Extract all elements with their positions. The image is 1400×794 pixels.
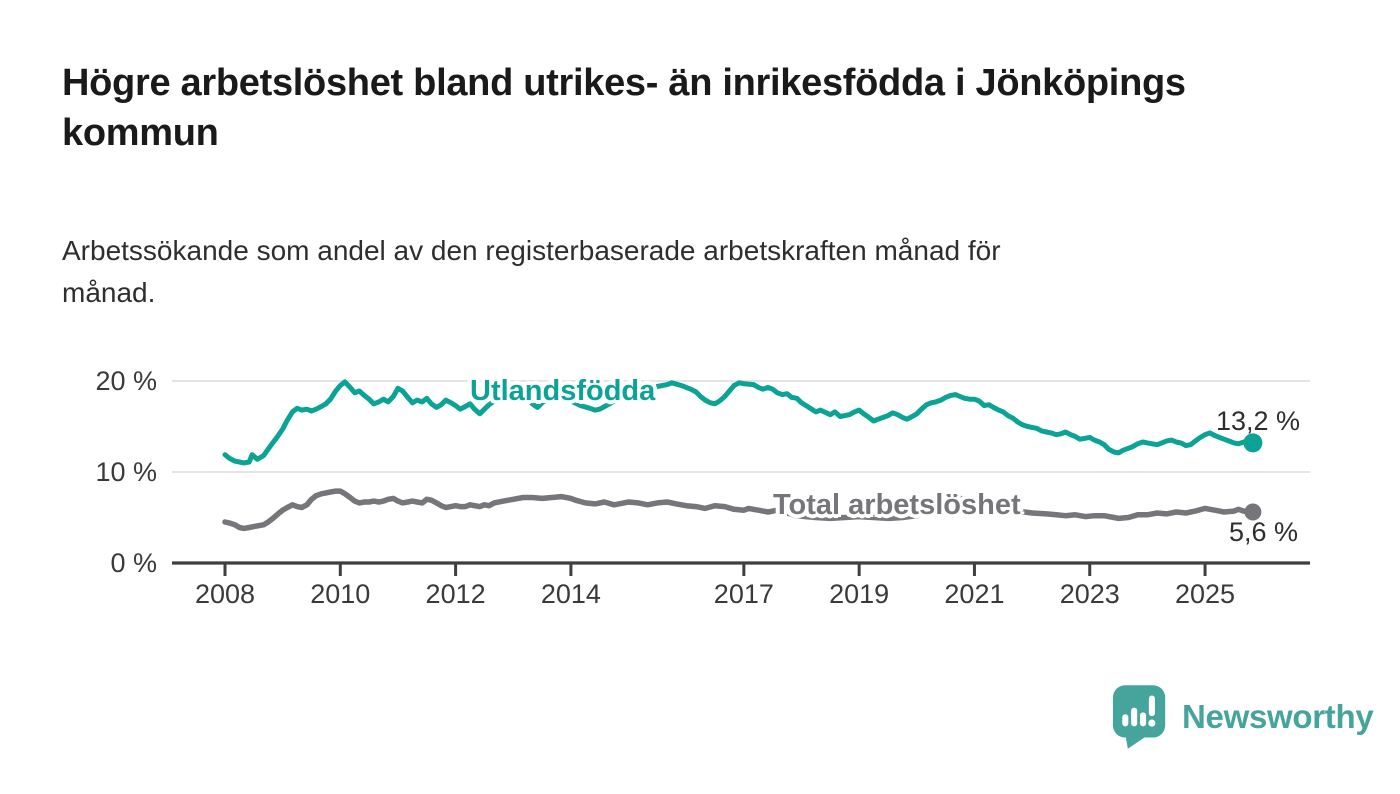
series-label-utlandsfodda: Utlandsfödda xyxy=(470,375,656,407)
newsworthy-brand-text: Newsworthy xyxy=(1182,698,1374,735)
series-endpoint-dot xyxy=(1243,433,1263,453)
y-axis-tick-label: 10 % xyxy=(95,457,157,487)
x-axis-tick-label: 2023 xyxy=(1060,579,1120,609)
axes xyxy=(172,561,1310,576)
series-line-total-arbetsloshet xyxy=(222,488,1256,532)
series-label-total-arbetsloshet: Total arbetslöshet xyxy=(773,489,1021,521)
series-lines xyxy=(222,379,1256,532)
series-endpoint-dots xyxy=(1243,433,1263,521)
chart-subtitle: Arbetssökande som andel av den registerb… xyxy=(62,235,1001,308)
y-axis-tick-label: 0 % xyxy=(110,548,157,578)
series-line-utlandsfodda xyxy=(222,379,1256,466)
gridlines xyxy=(172,380,1310,473)
end-value-label-utlandsfodda: 13,2 % xyxy=(1216,406,1301,436)
x-axis-tick-label: 2019 xyxy=(829,579,889,609)
tick-labels: 0 % 10 % 20 % 2008 2010 2012 2014 2017 2019 2021 2… xyxy=(95,366,1235,609)
x-axis-tick-label: 2025 xyxy=(1175,579,1235,609)
chart-title: Högre arbetslöshet bland utrikes- än inr… xyxy=(62,62,1186,155)
newsworthy-logo: Newsworthy xyxy=(1112,684,1374,750)
x-axis-tick-label: 2021 xyxy=(944,579,1004,609)
newsworthy-logo-icon xyxy=(1112,685,1166,749)
y-axis-tick-label: 20 % xyxy=(95,366,157,396)
x-axis-tick-label: 2017 xyxy=(714,579,774,609)
x-axis-tick-label: 2010 xyxy=(310,579,370,609)
x-axis-tick-label: 2008 xyxy=(195,579,255,609)
end-value-label-total-arbetsloshet: 5,6 % xyxy=(1229,517,1299,547)
x-axis-tick-label: 2014 xyxy=(541,579,601,609)
x-axis-tick-label: 2012 xyxy=(426,579,486,609)
series-endpoint-dot xyxy=(1244,503,1262,521)
